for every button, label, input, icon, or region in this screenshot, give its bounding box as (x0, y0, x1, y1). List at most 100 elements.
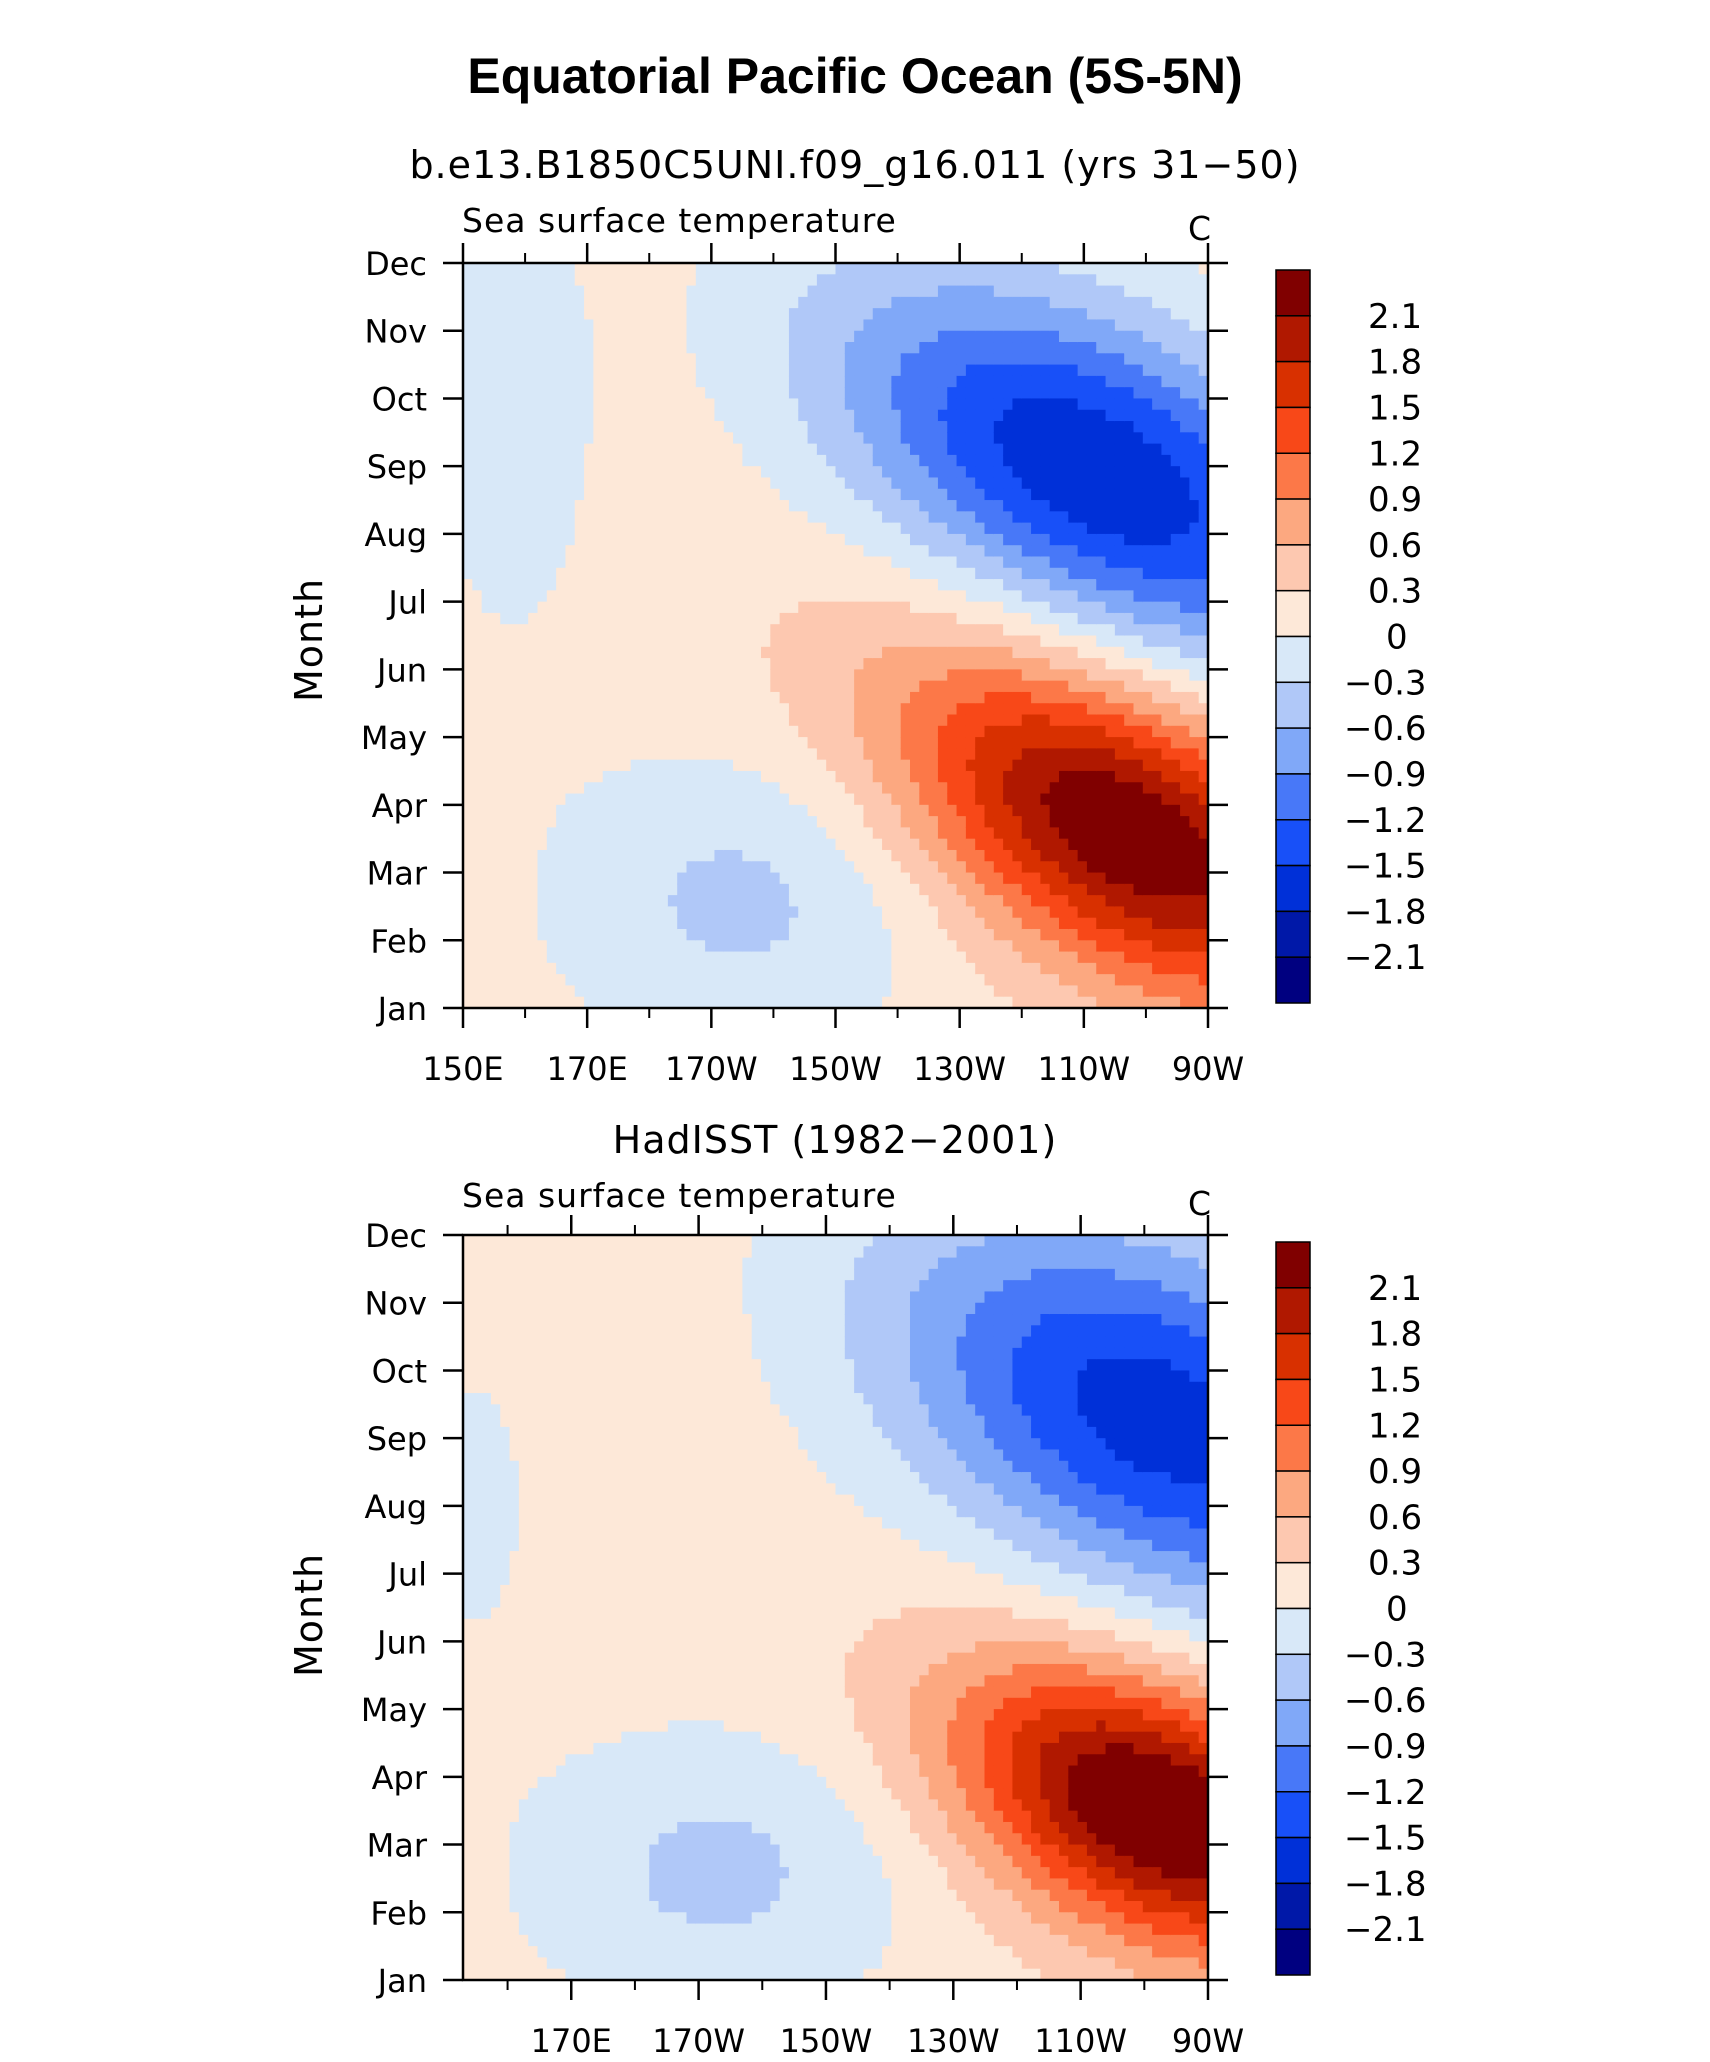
field-cell (733, 838, 743, 851)
field-cell (556, 691, 567, 704)
field-cell (574, 409, 585, 422)
field-cell (556, 454, 567, 467)
field-cell (630, 601, 641, 614)
field-cell (919, 725, 930, 738)
field-cell (1152, 556, 1163, 569)
field-cell (1031, 917, 1041, 930)
field-cell (984, 398, 995, 411)
field-cell (1040, 488, 1051, 501)
field-cell (1161, 533, 1172, 546)
field-cell (537, 319, 548, 332)
field-cell (937, 398, 948, 411)
field-cell (565, 353, 576, 366)
field-cell (574, 646, 585, 659)
field-cell (546, 443, 557, 456)
field-cell (807, 500, 818, 512)
field-cell (490, 770, 501, 783)
field-cell (761, 759, 771, 772)
field-cell (705, 308, 716, 321)
field-cell (742, 962, 753, 975)
field-cell (1142, 375, 1153, 388)
field-cell (1096, 533, 1107, 546)
field-cell (872, 409, 883, 422)
field-cell (481, 567, 492, 580)
field-cell (593, 409, 604, 422)
field-cell (639, 579, 650, 591)
field-cell (928, 940, 939, 953)
field-cell (518, 827, 529, 840)
field-cell (1152, 816, 1163, 828)
field-cell (677, 263, 688, 275)
field-cell (742, 387, 753, 400)
field-cell (649, 533, 660, 546)
field-cell (565, 974, 576, 987)
field-cell (723, 974, 734, 987)
field-cell (463, 421, 473, 433)
field-cell (965, 421, 976, 433)
field-cell (481, 319, 492, 332)
field-cell (1133, 274, 1144, 287)
field-cell (490, 579, 501, 591)
field-cell (481, 725, 492, 738)
field-cell (956, 816, 967, 828)
field-cell (584, 296, 594, 309)
field-cell (649, 883, 660, 896)
field-cell (1086, 387, 1097, 400)
field-cell (807, 849, 818, 862)
field-cell (1114, 319, 1125, 332)
field-cell (705, 996, 716, 1009)
field-cell (733, 804, 743, 817)
field-cell (854, 421, 865, 433)
field-cell (807, 466, 818, 479)
field-cell (649, 849, 660, 862)
field-cell (854, 274, 865, 287)
field-cell (788, 816, 799, 828)
field-cell (574, 364, 585, 377)
field-cell (574, 601, 585, 614)
field-cell (705, 714, 716, 727)
field-cell (705, 928, 716, 941)
field-cell (584, 872, 594, 885)
field-cell (556, 624, 567, 637)
field-cell (528, 782, 539, 795)
field-cell (1152, 793, 1163, 806)
field-cell (965, 646, 976, 659)
field-cell (770, 274, 781, 287)
field-cell (863, 567, 874, 580)
field-cell (788, 895, 799, 908)
field-cell (975, 838, 986, 851)
field-cell (826, 748, 837, 761)
field-cell (574, 658, 585, 670)
field-cell (612, 330, 622, 343)
field-cell (686, 680, 697, 693)
field-cell (1003, 330, 1014, 343)
field-cell (565, 782, 576, 795)
field-cell (928, 454, 939, 467)
field-cell (1096, 680, 1107, 693)
field-cell (751, 759, 762, 772)
field-cell (565, 274, 576, 287)
field-cell (928, 737, 939, 749)
field-cell (1040, 928, 1051, 941)
field-cell (788, 353, 799, 366)
field-cell (984, 375, 995, 388)
field-cell (1059, 533, 1069, 546)
field-cell (798, 330, 809, 343)
field-cell (919, 962, 930, 975)
field-cell (612, 725, 622, 738)
field-cell (993, 737, 1004, 749)
field-cell (472, 601, 483, 614)
field-cell (826, 804, 837, 817)
field-cell (1040, 770, 1051, 783)
field-cell (807, 691, 818, 704)
field-cell (472, 263, 483, 275)
field-cell (621, 466, 632, 479)
field-cell (919, 533, 930, 546)
field-cell (956, 996, 967, 1009)
field-cell (882, 883, 892, 896)
field-cell (928, 782, 939, 795)
field-cell (1049, 883, 1060, 896)
field-cell (919, 342, 930, 354)
field-cell (742, 635, 753, 648)
field-cell (1096, 443, 1107, 456)
